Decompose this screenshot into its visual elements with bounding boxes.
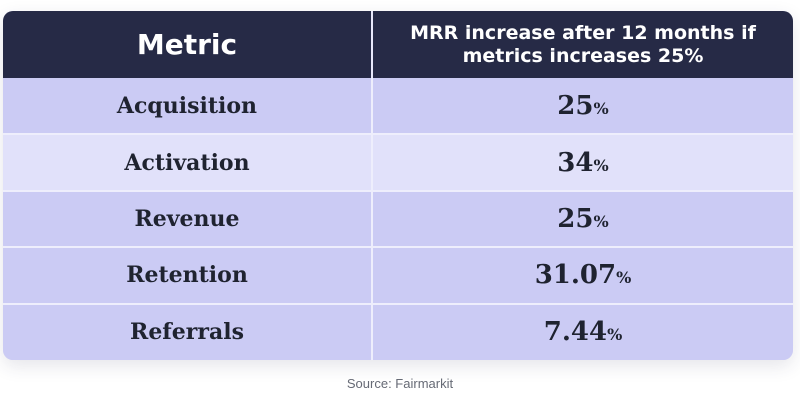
table-row: Referrals 7.44% <box>3 302 793 360</box>
metric-value-cell: 25% <box>372 78 793 134</box>
table-header-row: Metric MRR increase after 12 months if m… <box>3 11 793 78</box>
metric-value-cell: 25% <box>372 189 793 248</box>
metric-value: 34 <box>557 147 594 178</box>
metric-value-cell: 34% <box>372 133 793 191</box>
metric-name-cell: Referrals <box>3 302 373 360</box>
metric-value: 31.07 <box>534 260 617 291</box>
table-row: Activation 34% <box>3 133 793 191</box>
table-row: Acquisition 25% <box>3 78 793 135</box>
metrics-table: Metric MRR increase after 12 months if m… <box>3 11 793 360</box>
metric-name-cell: Acquisition <box>3 78 373 135</box>
metric-name-cell: Revenue <box>3 189 373 248</box>
table-row: Retention 31.07% <box>3 246 793 304</box>
metrics-table-card: Metric MRR increase after 12 months if m… <box>3 11 793 360</box>
metric-value: 25 <box>557 90 594 121</box>
metric-value: 25 <box>557 203 594 234</box>
table-row: Revenue 25% <box>3 189 793 248</box>
metric-value: 7.44 <box>543 317 608 348</box>
metric-value-cell: 31.07% <box>372 246 793 304</box>
percent-unit: % <box>616 268 632 288</box>
source-caption: Source: Fairmarkit <box>346 376 454 391</box>
percent-unit: % <box>593 98 609 118</box>
percent-unit: % <box>607 325 623 345</box>
metric-value-cell: 7.44% <box>372 302 793 360</box>
percent-unit: % <box>593 211 609 231</box>
column-header-metric: Metric <box>3 11 373 78</box>
metric-name-cell: Activation <box>3 133 373 191</box>
column-header-mrr-increase: MRR increase after 12 months if metrics … <box>410 21 756 67</box>
metric-name-cell: Retention <box>3 246 373 304</box>
percent-unit: % <box>593 155 609 175</box>
